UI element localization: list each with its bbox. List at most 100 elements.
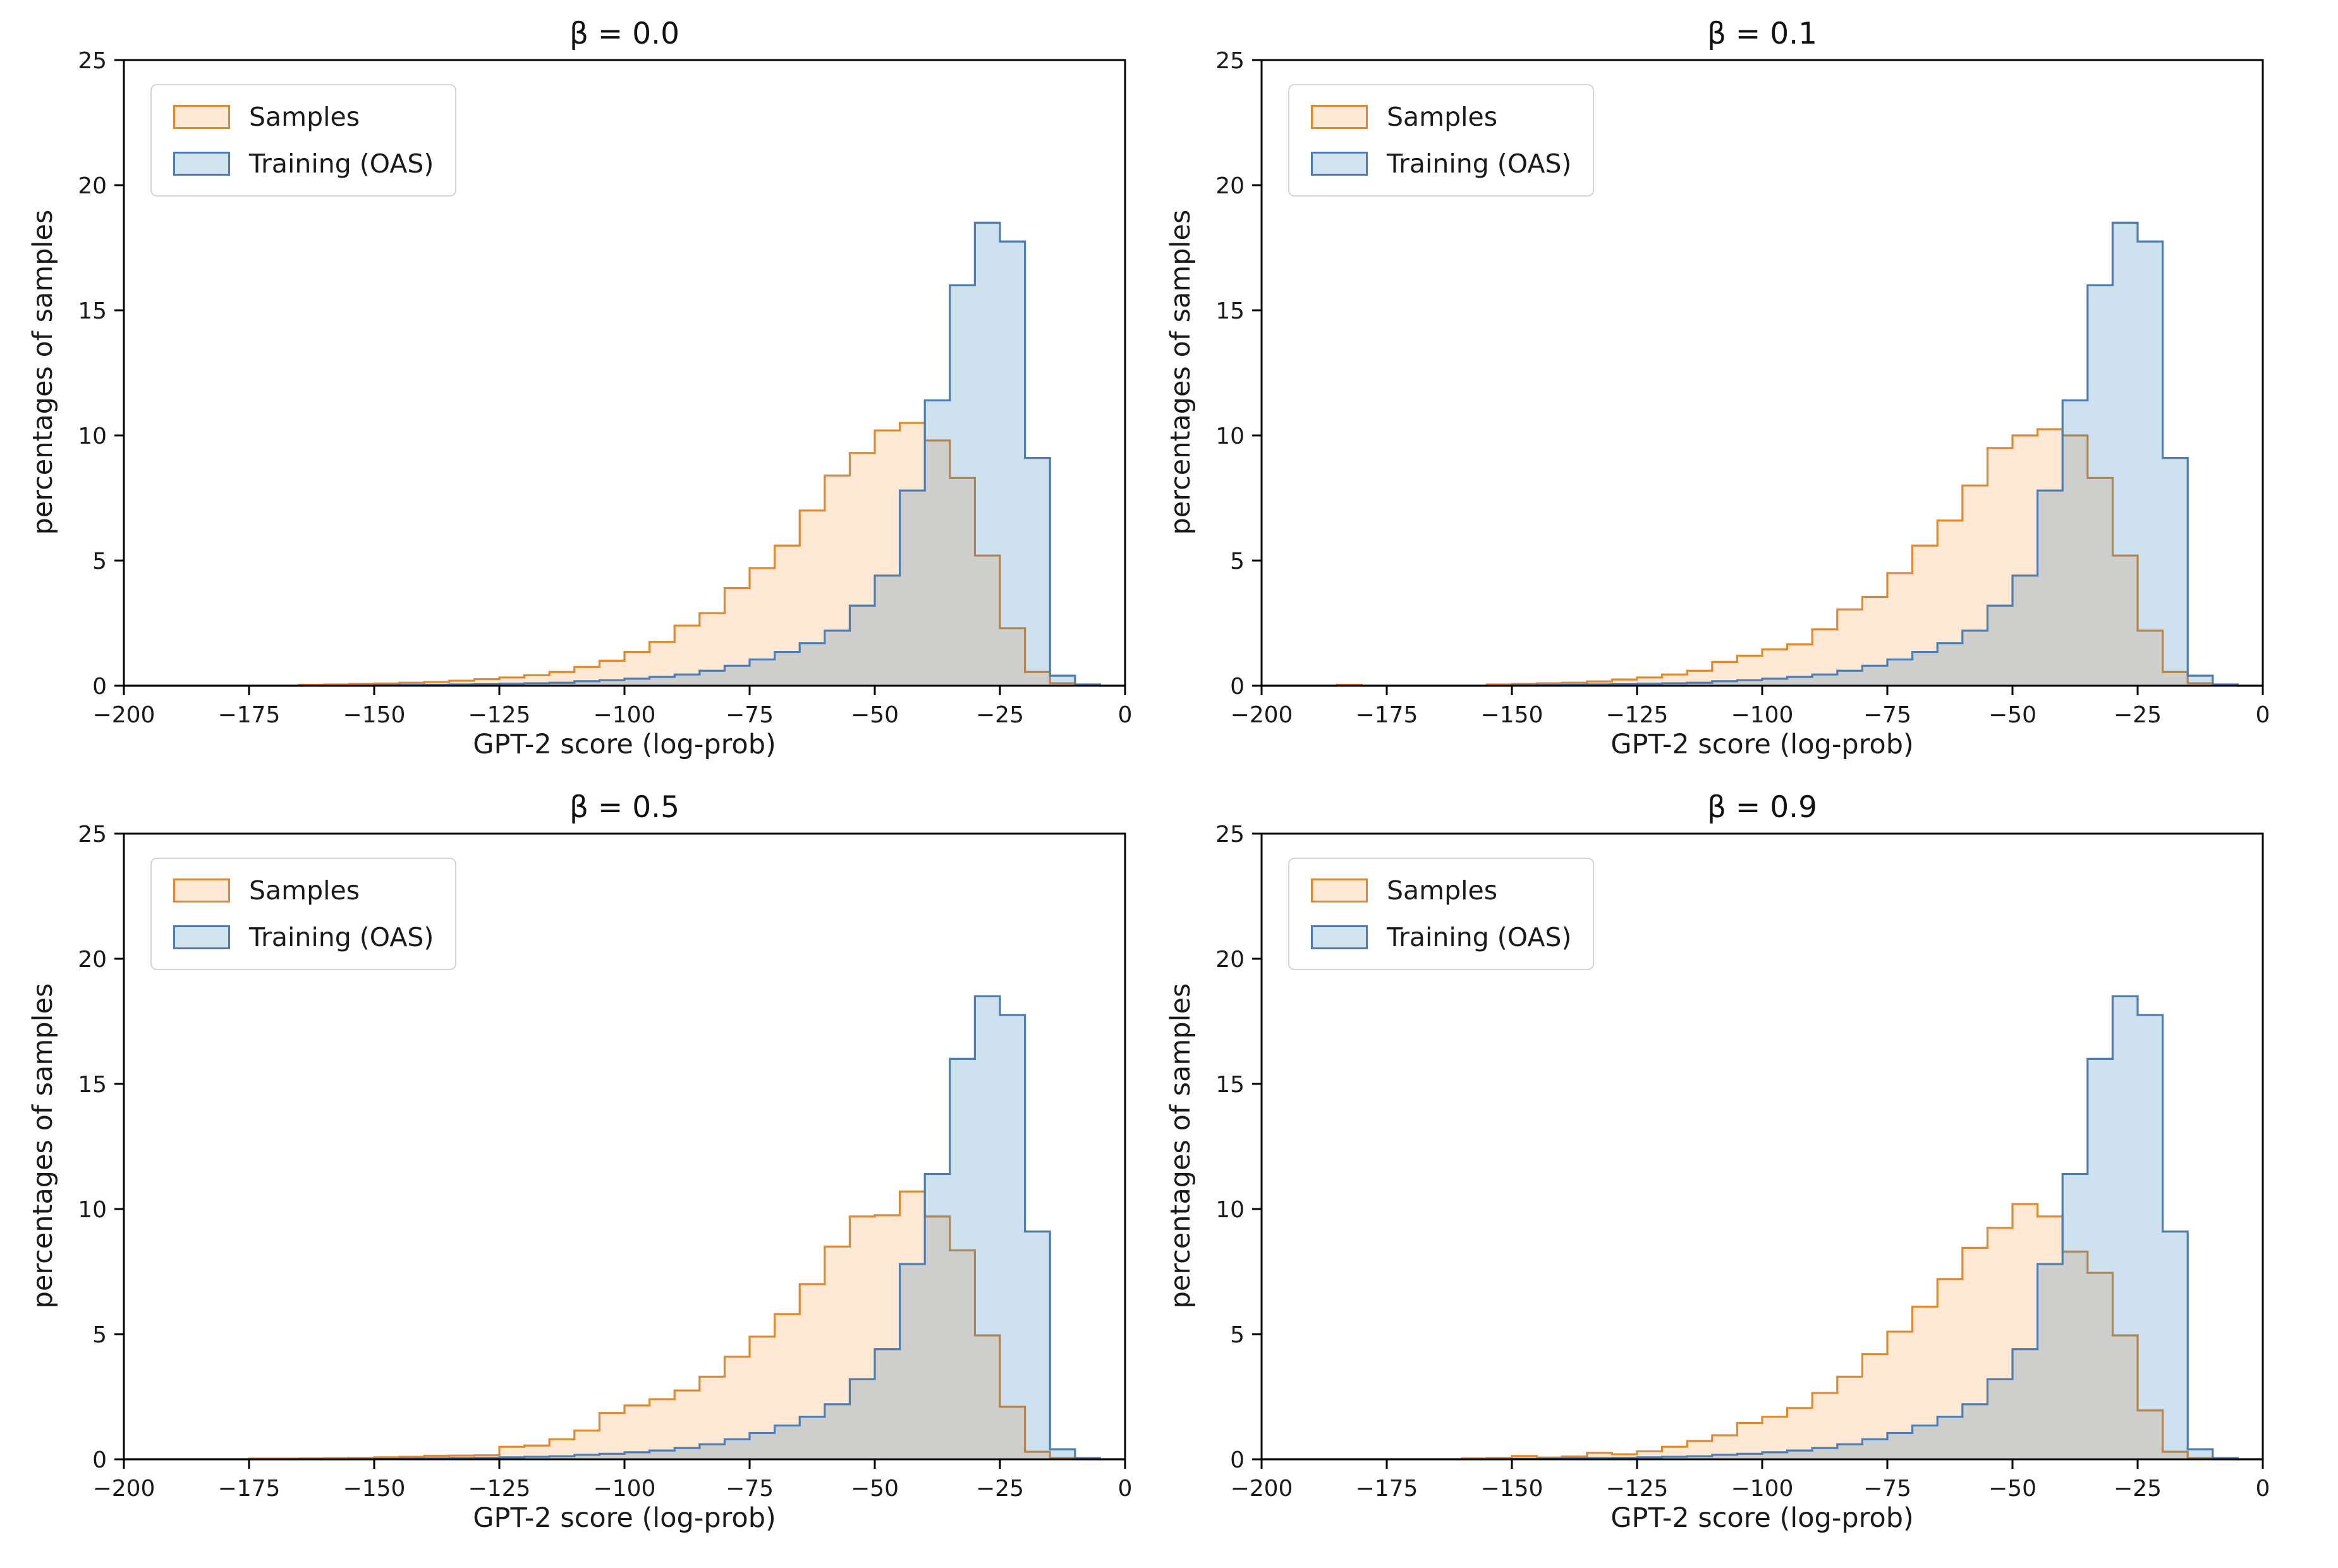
svg-text:−125: −125: [468, 1476, 531, 1502]
samples-swatch-icon: [1311, 878, 1368, 903]
svg-text:20: 20: [78, 173, 107, 199]
svg-text:−25: −25: [976, 1476, 1024, 1502]
svg-text:−150: −150: [343, 702, 406, 728]
legend-label: Training (OAS): [1387, 922, 1572, 952]
svg-text:0: 0: [1230, 1447, 1245, 1473]
legend: Samples Training (OAS): [150, 858, 457, 970]
y-axis-label: percentages of samples: [1165, 983, 1196, 1309]
svg-text:−125: −125: [468, 702, 531, 728]
plot-area: −200 −175 −150 −125 −100 −75 −50 −25 0 0 5 10 15 20 25: [1215, 822, 2270, 1502]
svg-text:5: 5: [92, 549, 107, 574]
legend-label: Samples: [1387, 875, 1498, 906]
samples-swatch-icon: [1311, 105, 1368, 129]
svg-text:15: 15: [1215, 1072, 1245, 1098]
legend-label: Training (OAS): [249, 149, 434, 179]
svg-text:−200: −200: [1231, 702, 1293, 728]
svg-text:−200: −200: [1231, 1476, 1293, 1502]
legend-label: Samples: [249, 875, 360, 906]
legend-item-samples: Samples: [1311, 102, 1571, 132]
svg-text:−150: −150: [343, 1476, 406, 1502]
svg-text:25: 25: [78, 822, 107, 848]
svg-text:5: 5: [1230, 1322, 1245, 1348]
svg-text:0: 0: [2256, 702, 2270, 728]
panel-title: β = 0.5: [569, 790, 679, 825]
legend-item-samples: Samples: [173, 875, 434, 906]
svg-text:−50: −50: [851, 702, 899, 728]
svg-text:−175: −175: [1356, 702, 1418, 728]
legend-label: Training (OAS): [249, 922, 434, 952]
legend-item-training: Training (OAS): [1311, 149, 1571, 179]
training-swatch-icon: [1311, 152, 1368, 176]
svg-text:−75: −75: [726, 702, 774, 728]
svg-text:25: 25: [1215, 48, 1245, 74]
samples-swatch-icon: [173, 878, 230, 903]
legend-label: Training (OAS): [1387, 149, 1572, 179]
legend-label: Samples: [1387, 102, 1498, 132]
legend-item-samples: Samples: [173, 102, 434, 132]
svg-text:10: 10: [78, 1197, 107, 1223]
svg-text:−75: −75: [1863, 1476, 1911, 1502]
legend: Samples Training (OAS): [1288, 858, 1595, 970]
svg-text:0: 0: [1118, 1476, 1133, 1502]
legend-label: Samples: [249, 102, 360, 132]
svg-text:−125: −125: [1606, 1476, 1669, 1502]
svg-text:0: 0: [92, 674, 107, 700]
svg-text:20: 20: [1215, 947, 1245, 973]
svg-text:−175: −175: [218, 702, 281, 728]
x-axis-label: GPT-2 score (log-prob): [1610, 1502, 1914, 1534]
svg-text:−75: −75: [726, 1476, 774, 1502]
y-axis-label: percentages of samples: [1165, 209, 1196, 535]
svg-text:−200: −200: [93, 702, 155, 728]
x-axis-label: GPT-2 score (log-prob): [473, 729, 776, 760]
samples-swatch-icon: [173, 105, 230, 129]
svg-text:20: 20: [1215, 173, 1245, 199]
svg-text:0: 0: [2256, 1476, 2270, 1502]
svg-text:−50: −50: [851, 1476, 899, 1502]
svg-text:15: 15: [78, 298, 107, 324]
svg-text:20: 20: [78, 947, 107, 973]
plot-area: −200 −175 −150 −125 −100 −75 −50 −25 0 0 5 10 15 20 25: [78, 48, 1132, 728]
svg-text:−75: −75: [1863, 702, 1911, 728]
svg-text:−50: −50: [1988, 1476, 2037, 1502]
svg-text:−25: −25: [976, 702, 1024, 728]
svg-text:5: 5: [92, 1322, 107, 1348]
panel-title: β = 0.0: [569, 16, 679, 51]
svg-text:25: 25: [78, 48, 107, 74]
legend-item-training: Training (OAS): [173, 149, 434, 179]
svg-text:0: 0: [1230, 674, 1245, 700]
svg-text:−100: −100: [594, 702, 656, 728]
svg-text:−175: −175: [1356, 1476, 1418, 1502]
svg-text:5: 5: [1230, 549, 1245, 574]
plot-area: −200 −175 −150 −125 −100 −75 −50 −25 0 0 5 10 15 20 25: [1215, 48, 2270, 728]
y-axis-label: percentages of samples: [27, 209, 59, 535]
training-swatch-icon: [1311, 925, 1368, 949]
svg-text:15: 15: [78, 1072, 107, 1098]
svg-text:−100: −100: [1731, 1476, 1794, 1502]
svg-text:0: 0: [1118, 702, 1133, 728]
legend: Samples Training (OAS): [1288, 84, 1595, 197]
svg-text:−25: −25: [2114, 702, 2162, 728]
svg-text:−125: −125: [1606, 702, 1669, 728]
legend-item-samples: Samples: [1311, 875, 1571, 906]
svg-text:−50: −50: [1988, 702, 2037, 728]
legend-item-training: Training (OAS): [1311, 922, 1571, 952]
plot-area: −200 −175 −150 −125 −100 −75 −50 −25 0 0 5 10 15 20 25: [78, 822, 1132, 1502]
svg-text:10: 10: [1215, 423, 1245, 449]
training-swatch-icon: [173, 152, 230, 176]
svg-text:10: 10: [1215, 1197, 1245, 1223]
svg-text:−175: −175: [218, 1476, 281, 1502]
svg-text:−100: −100: [1731, 702, 1794, 728]
svg-text:−100: −100: [594, 1476, 656, 1502]
svg-text:0: 0: [92, 1447, 107, 1473]
panel-title: β = 0.1: [1707, 16, 1817, 51]
svg-text:15: 15: [1215, 298, 1245, 324]
svg-text:−150: −150: [1481, 1476, 1543, 1502]
svg-text:−150: −150: [1481, 702, 1543, 728]
x-axis-label: GPT-2 score (log-prob): [1610, 729, 1914, 760]
y-axis-label: percentages of samples: [27, 983, 59, 1309]
svg-text:25: 25: [1215, 822, 1245, 848]
legend-item-training: Training (OAS): [173, 922, 434, 952]
svg-text:−25: −25: [2114, 1476, 2162, 1502]
legend: Samples Training (OAS): [150, 84, 457, 197]
training-swatch-icon: [173, 925, 230, 949]
